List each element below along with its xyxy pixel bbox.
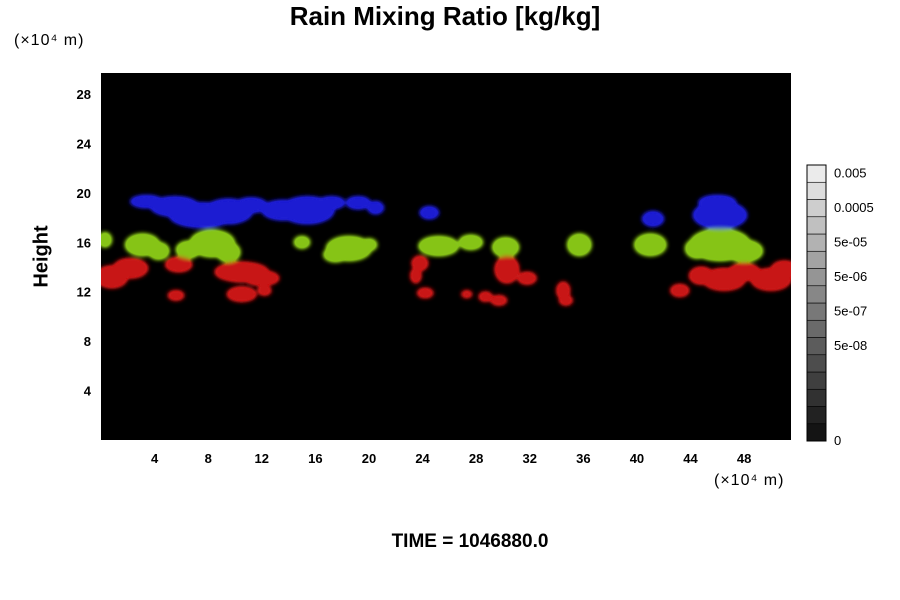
colorbar-label: 0 [834, 433, 841, 448]
x-tick-label: 8 [205, 451, 212, 466]
cloud-blob [244, 270, 280, 286]
y-tick-label: 12 [77, 285, 91, 300]
colorbar-swatch [806, 388, 827, 407]
colorbar: 0.005 0.0005 5e-05 5e-06 5e-07 5e-08 0 [806, 164, 874, 448]
cloud-blob [346, 196, 371, 209]
cloud-blob [556, 281, 570, 300]
cloud-blob [418, 236, 459, 256]
y-tick-label: 4 [84, 384, 92, 399]
chart-title: Rain Mixing Ratio [kg/kg] [289, 1, 601, 31]
cloud-blob [698, 195, 737, 211]
cloud-blob [318, 196, 345, 209]
y-tick-label: 28 [77, 87, 91, 102]
x-tick-label: 36 [576, 451, 590, 466]
cloud-blob [417, 288, 434, 298]
colorbar-label: 5e-05 [834, 235, 867, 250]
cloud-blob [492, 237, 520, 258]
cloud-blob [642, 211, 664, 227]
colorbar-swatch [806, 406, 827, 425]
cloud-blob [167, 290, 185, 301]
y-axis-ticks: 4 8 12 16 20 24 28 [77, 87, 92, 399]
colorbar-swatch [806, 199, 827, 218]
cloud-blob [411, 255, 428, 271]
colorbar-label: 0.005 [834, 166, 867, 181]
x-tick-label: 16 [308, 451, 322, 466]
x-axis-unit: (×10⁴ m) [714, 472, 785, 489]
x-tick-label: 28 [469, 451, 483, 466]
colorbar-swatch [806, 181, 827, 200]
cloud-blob [567, 233, 592, 256]
y-tick-label: 16 [77, 235, 91, 250]
x-tick-label: 48 [737, 451, 751, 466]
cloud-blob [101, 232, 112, 248]
cloud-blob [461, 290, 473, 298]
colorbar-swatch [806, 164, 827, 183]
time-label: TIME = 1046880.0 [391, 531, 549, 552]
cloud-blob [360, 238, 377, 251]
colorbar-swatch [806, 423, 827, 442]
x-tick-label: 32 [523, 451, 537, 466]
colorbar-swatch [806, 216, 827, 235]
colorbar-swatch [806, 268, 827, 287]
colorbar-swatch [806, 319, 827, 338]
colorbar-swatch [806, 337, 827, 356]
cloud-blob [147, 242, 170, 260]
cloud-blob [367, 201, 384, 214]
cloud-blob [293, 236, 311, 249]
x-tick-label: 4 [151, 451, 159, 466]
cloud-blob [216, 242, 241, 263]
y-tick-label: 24 [77, 136, 92, 151]
cloud-blob [517, 271, 537, 285]
cloud-blob [410, 268, 422, 284]
cloud-blob [257, 285, 272, 296]
cloud-blob [478, 291, 493, 302]
colorbar-label: 5e-07 [834, 304, 867, 319]
x-tick-label: 20 [362, 451, 376, 466]
y-tick-label: 20 [77, 186, 91, 201]
x-tick-label: 12 [255, 451, 269, 466]
cloud-blob [165, 257, 193, 272]
colorbar-swatch [806, 302, 827, 321]
y-tick-label: 8 [84, 334, 91, 349]
cloud-blob [559, 295, 573, 306]
colorbar-swatch [806, 371, 827, 390]
x-tick-label: 40 [630, 451, 644, 466]
cloud-blob [770, 260, 791, 279]
cloud-blob [226, 286, 257, 302]
colorbar-swatch [806, 233, 827, 252]
cloud-blob [234, 197, 268, 213]
cloud-blob [725, 239, 763, 263]
colorbar-label: 5e-08 [834, 338, 867, 353]
cloud-blob [490, 295, 507, 306]
cloud-layer [101, 195, 791, 306]
x-axis-ticks: 4 8 12 16 20 24 28 32 36 40 44 48 [151, 451, 751, 466]
cloud-blob [494, 255, 520, 284]
plot-area [101, 73, 791, 440]
x-tick-label: 24 [415, 451, 430, 466]
cloud-blob [113, 258, 148, 279]
colorbar-swatch [806, 250, 827, 269]
colorbar-label: 0.0005 [834, 200, 874, 215]
cloud-blob [458, 234, 483, 250]
cloud-blob [323, 247, 348, 263]
y-axis-unit: (×10⁴ m) [14, 32, 85, 49]
colorbar-swatch [806, 354, 827, 373]
colorbar-label: 5e-06 [834, 269, 867, 284]
cloud-blob [419, 206, 439, 219]
cloud-blob [634, 233, 667, 256]
x-tick-label: 44 [683, 451, 698, 466]
cloud-blob [670, 284, 690, 297]
colorbar-swatch [806, 285, 827, 304]
